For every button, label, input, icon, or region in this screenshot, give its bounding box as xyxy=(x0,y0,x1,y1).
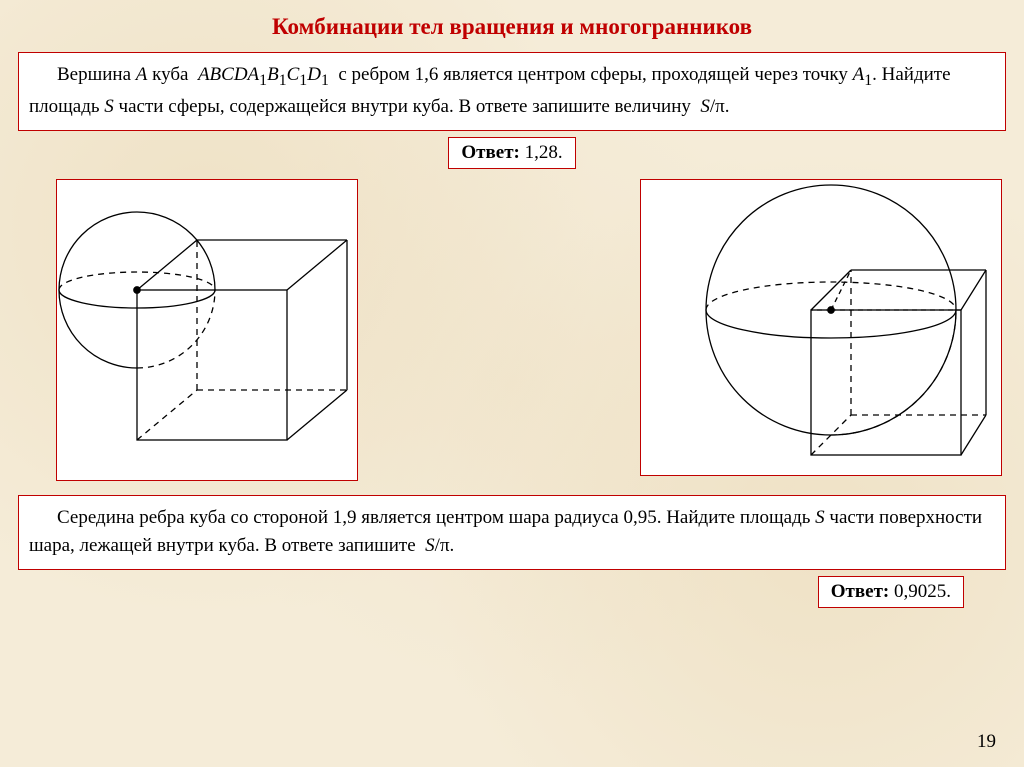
answer-1-label: Ответ: xyxy=(461,142,519,163)
answer-2-box: Ответ: 0,9025. xyxy=(818,576,964,608)
page-title: Комбинации тел вращения и многогранников xyxy=(0,0,1024,48)
answer-2-label: Ответ: xyxy=(831,581,889,602)
problem-1-text: Вершина A куба ABCDA1B1C1D1 с ребром 1,6… xyxy=(29,61,995,120)
page-number: 19 xyxy=(977,731,996,753)
answer-1-value: 1,28. xyxy=(525,142,563,163)
answer-2-value: 0,9025. xyxy=(894,581,951,602)
problem-2-text: Середина ребра куба со стороной 1,9 явля… xyxy=(29,504,995,559)
answer-1-box: Ответ: 1,28. xyxy=(448,137,575,169)
figure-1 xyxy=(56,179,358,481)
figure-2 xyxy=(640,179,1002,476)
problem-2-box: Середина ребра куба со стороной 1,9 явля… xyxy=(18,495,1006,570)
problem-1-box: Вершина A куба ABCDA1B1C1D1 с ребром 1,6… xyxy=(18,52,1006,131)
